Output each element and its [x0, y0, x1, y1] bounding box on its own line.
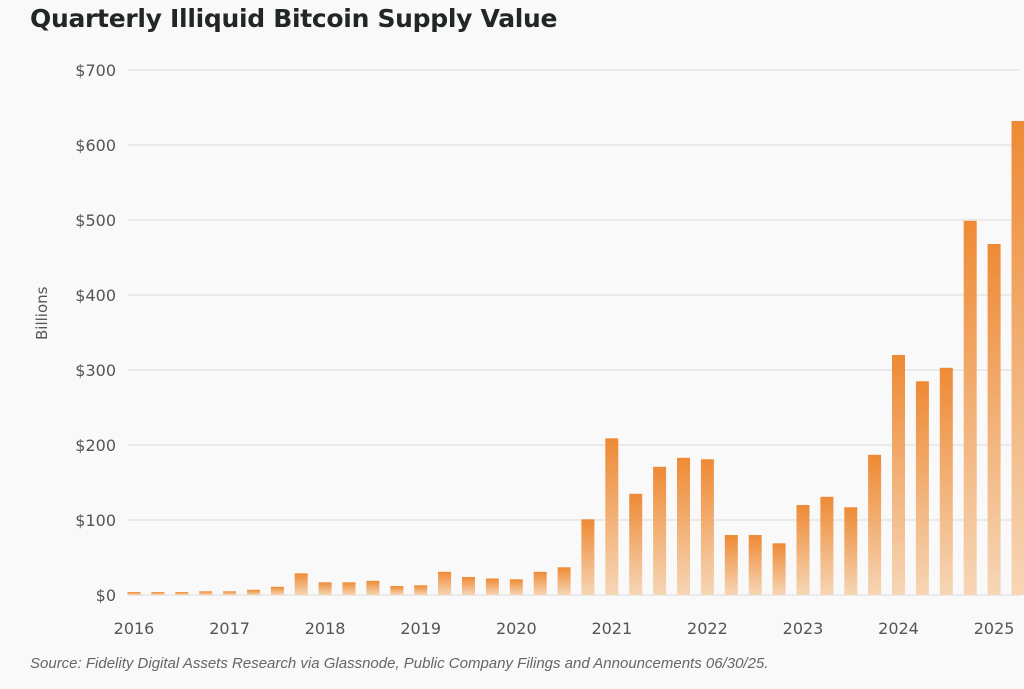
- bar-2022-q4: [772, 543, 786, 596]
- x-tick-label: 2023: [783, 619, 824, 638]
- bar-2024-q3: [939, 367, 953, 596]
- bar-2018-q1: [318, 582, 332, 596]
- bar-2019-q4: [485, 578, 499, 595]
- x-tick-label: 2018: [305, 619, 346, 638]
- bar-2020-q2: [533, 571, 547, 596]
- bar-2025-q2: [1011, 121, 1024, 595]
- x-tick-label: 2019: [400, 619, 441, 638]
- bar-2022-q1: [700, 459, 714, 596]
- bar-2016-q3: [175, 592, 189, 595]
- bar-2017-q2: [247, 589, 260, 596]
- y-tick-labels: $0 $100 $200 $300 $400 $500 $600 $700: [75, 61, 116, 605]
- bar-2023-q3: [844, 507, 858, 596]
- bar-2019-q2: [438, 571, 452, 596]
- bar-2017-q4: [294, 573, 308, 596]
- x-tick-label: 2025: [974, 619, 1015, 638]
- y-tick-label: $200: [75, 436, 116, 455]
- x-tick-label: 2022: [687, 619, 728, 638]
- bar-2016-q2: [151, 592, 165, 595]
- bar-2019-q3: [462, 577, 475, 595]
- bar-2020-q1: [509, 579, 523, 596]
- y-tick-label: $300: [75, 361, 116, 380]
- x-tick-label: 2021: [591, 619, 632, 638]
- gridlines: [128, 69, 1020, 596]
- bars: [127, 121, 1024, 596]
- x-tick-label: 2017: [209, 619, 250, 638]
- bar-2018-q3: [366, 580, 380, 596]
- x-tick-label: 2020: [496, 619, 537, 638]
- y-tick-label: $500: [75, 211, 116, 230]
- bar-2016-q1: [127, 592, 141, 595]
- bar-2023-q4: [868, 454, 882, 596]
- x-tick-label: 2024: [878, 619, 919, 638]
- bar-2016-q4: [199, 591, 213, 596]
- bar-2021-q1: [605, 438, 619, 596]
- bar-2024-q2: [915, 381, 929, 596]
- bar-2017-q1: [223, 591, 237, 596]
- bar-2021-q3: [653, 466, 667, 596]
- bar-2022-q3: [748, 535, 762, 595]
- bar-2023-q2: [820, 496, 834, 596]
- bar-2021-q4: [677, 457, 690, 596]
- x-tick-label: 2016: [114, 619, 155, 638]
- y-tick-label: $400: [75, 286, 116, 305]
- bar-2019-q1: [414, 585, 428, 596]
- bar-2018-q2: [342, 582, 356, 596]
- bar-2020-q3: [557, 567, 571, 596]
- source-note: Source: Fidelity Digital Assets Research…: [30, 655, 769, 672]
- bar-2020-q4: [581, 519, 595, 596]
- y-tick-label: $100: [75, 511, 116, 530]
- chart-title: Quarterly Illiquid Bitcoin Supply Value: [30, 4, 558, 33]
- bar-2018-q4: [390, 586, 404, 595]
- x-tick-labels: 2016 2017 2018 2019 2020 2021 2022 2023 2024 2025: [114, 619, 1015, 638]
- y-tick-label: $600: [75, 136, 116, 155]
- bar-2024-q1: [892, 355, 905, 595]
- y-tick-label: $700: [75, 61, 116, 80]
- bar-2021-q2: [629, 493, 643, 596]
- y-tick-label: $0: [96, 586, 116, 605]
- bar-2025-q1: [987, 244, 1001, 595]
- bar-2023-q1: [796, 505, 810, 595]
- bar-2022-q2: [724, 535, 738, 595]
- bar-2024-q4: [963, 220, 977, 596]
- bar-2017-q3: [270, 586, 284, 596]
